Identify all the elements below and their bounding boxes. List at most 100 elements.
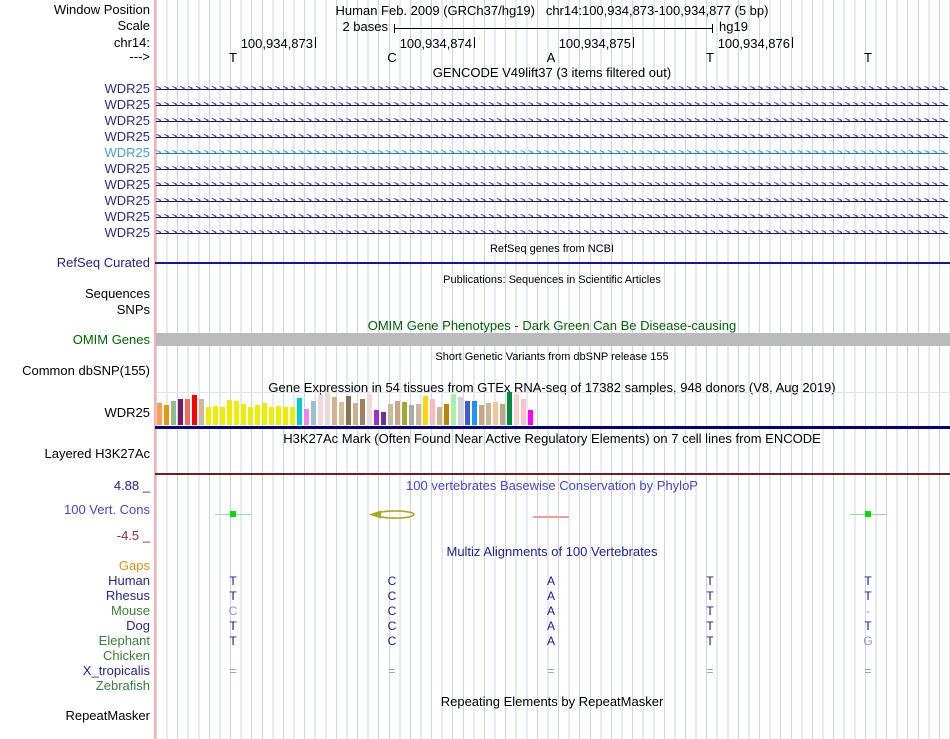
publications-sequences-label[interactable]: Sequences <box>84 286 150 301</box>
gtex-tissue-bar[interactable] <box>220 407 225 425</box>
refseq-supertrack-header[interactable]: RefSeq genes from NCBI <box>489 243 615 255</box>
transcript-arrow-line[interactable]: >>>>>>>>>>>>>>>>>>>>>>>>>>>>>>>>>>>>>>>>… <box>156 161 948 177</box>
omim-gene-item[interactable] <box>156 333 950 346</box>
gtex-tissue-bar[interactable] <box>409 405 414 425</box>
gene-label[interactable]: WDR25 <box>104 97 150 112</box>
gtex-tissue-bar[interactable] <box>353 403 358 425</box>
species-label[interactable]: Human <box>108 573 150 588</box>
gtex-tissue-bar[interactable] <box>297 398 302 425</box>
gtex-tissue-bar[interactable] <box>192 395 197 425</box>
multiz-track-header[interactable]: Multiz Alignments of 100 Vertebrates <box>446 544 658 559</box>
gtex-tissue-bar[interactable] <box>283 407 288 425</box>
gtex-expression-bars[interactable] <box>157 392 949 425</box>
species-label[interactable]: Rhesus <box>105 588 150 603</box>
transcript-arrow-line[interactable]: >>>>>>>>>>>>>>>>>>>>>>>>>>>>>>>>>>>>>>>>… <box>156 177 948 193</box>
species-label[interactable]: Zebrafish <box>95 678 150 693</box>
h3k27ac-label[interactable]: Layered H3K27Ac <box>44 446 150 461</box>
transcript-arrow-line[interactable]: >>>>>>>>>>>>>>>>>>>>>>>>>>>>>>>>>>>>>>>>… <box>156 81 948 97</box>
gtex-tissue-bar[interactable] <box>493 402 498 425</box>
gtex-tissue-bar[interactable] <box>185 399 190 425</box>
gtex-tissue-bar[interactable] <box>500 404 505 425</box>
gtex-tissue-bar[interactable] <box>360 399 365 425</box>
refseq-curated-item[interactable] <box>155 262 950 264</box>
gtex-tissue-bar[interactable] <box>430 399 435 425</box>
gtex-track-header[interactable]: Gene Expression in 54 tissues from GTEx … <box>268 380 836 395</box>
transcript-arrow-line[interactable]: >>>>>>>>>>>>>>>>>>>>>>>>>>>>>>>>>>>>>>>>… <box>156 113 948 129</box>
conservation-track-header[interactable]: 100 vertebrates Basewise Conservation by… <box>406 478 698 493</box>
gtex-tissue-bar[interactable] <box>465 401 470 425</box>
gtex-tissue-bar[interactable] <box>213 406 218 425</box>
gtex-tissue-bar[interactable] <box>444 404 449 425</box>
gtex-tissue-bar[interactable] <box>486 403 491 425</box>
gtex-tissue-bar[interactable] <box>423 396 428 425</box>
gtex-tissue-bar[interactable] <box>381 412 386 425</box>
gtex-tissue-bar[interactable] <box>206 407 211 425</box>
gtex-tissue-bar[interactable] <box>164 405 169 425</box>
gtex-tissue-bar[interactable] <box>227 400 232 425</box>
gene-label[interactable]: WDR25 <box>104 113 150 128</box>
gtex-tissue-bar[interactable] <box>157 403 162 425</box>
gene-label[interactable]: WDR25 <box>104 145 150 160</box>
gtex-tissue-bar[interactable] <box>241 404 246 425</box>
gtex-tissue-bar[interactable] <box>276 406 281 425</box>
omim-genes-label[interactable]: OMIM Genes <box>72 332 150 347</box>
gtex-tissue-bar[interactable] <box>388 404 393 425</box>
gene-label[interactable]: WDR25 <box>104 225 150 240</box>
gtex-tissue-bar[interactable] <box>199 399 204 425</box>
transcript-arrow-line[interactable]: >>>>>>>>>>>>>>>>>>>>>>>>>>>>>>>>>>>>>>>>… <box>156 145 948 161</box>
gtex-tissue-bar[interactable] <box>262 403 267 425</box>
gtex-tissue-bar[interactable] <box>325 393 330 425</box>
transcript-arrow-line[interactable]: >>>>>>>>>>>>>>>>>>>>>>>>>>>>>>>>>>>>>>>>… <box>156 97 948 113</box>
conservation-label[interactable]: 100 Vert. Cons <box>64 502 150 517</box>
gtex-tissue-bar[interactable] <box>374 410 379 425</box>
gtex-tissue-bar[interactable] <box>332 397 337 425</box>
gtex-tissue-bar[interactable] <box>437 407 442 425</box>
gene-label[interactable]: WDR25 <box>104 193 150 208</box>
publications-snps-label[interactable]: SNPs <box>116 302 150 317</box>
h3k27ac-track-header[interactable]: H3K27Ac Mark (Often Found Near Active Re… <box>283 431 821 446</box>
gtex-tissue-bar[interactable] <box>318 395 323 425</box>
gene-label[interactable]: WDR25 <box>104 129 150 144</box>
gtex-tissue-bar[interactable] <box>416 404 421 425</box>
repeatmasker-track-header[interactable]: Repeating Elements by RepeatMasker <box>440 694 664 709</box>
gtex-tissue-bar[interactable] <box>367 394 372 425</box>
gtex-tissue-bar[interactable] <box>171 401 176 425</box>
gene-label[interactable]: WDR25 <box>104 81 150 96</box>
transcript-arrow-line[interactable]: >>>>>>>>>>>>>>>>>>>>>>>>>>>>>>>>>>>>>>>>… <box>156 225 948 241</box>
repeatmasker-label[interactable]: RepeatMasker <box>65 708 150 723</box>
gtex-tissue-bar[interactable] <box>311 401 316 425</box>
gencode-track-header[interactable]: GENCODE V49lift37 (3 items filtered out) <box>432 65 672 80</box>
gtex-tissue-bar[interactable] <box>472 401 477 425</box>
gene-label[interactable]: WDR25 <box>104 209 150 224</box>
gtex-tissue-bar[interactable] <box>458 397 463 425</box>
gtex-tissue-bar[interactable] <box>514 394 519 425</box>
gtex-tissue-bar[interactable] <box>346 396 351 425</box>
gene-label[interactable]: WDR25 <box>104 161 150 176</box>
refseq-curated-label[interactable]: RefSeq Curated <box>56 255 150 270</box>
gtex-tissue-bar[interactable] <box>178 399 183 425</box>
transcript-arrow-line[interactable]: >>>>>>>>>>>>>>>>>>>>>>>>>>>>>>>>>>>>>>>>… <box>156 129 948 145</box>
gtex-tissue-bar[interactable] <box>234 401 239 425</box>
gtex-tissue-bar[interactable] <box>521 399 526 425</box>
gtex-tissue-bar[interactable] <box>528 410 533 425</box>
gtex-tissue-bar[interactable] <box>451 394 456 425</box>
gtex-tissue-bar[interactable] <box>255 405 260 425</box>
gtex-gene-label[interactable]: WDR25 <box>104 405 150 420</box>
gtex-tissue-bar[interactable] <box>290 407 295 425</box>
publications-track-header[interactable]: Publications: Sequences in Scientific Ar… <box>443 274 661 286</box>
gtex-tissue-bar[interactable] <box>479 405 484 425</box>
dbsnp-track-header[interactable]: Short Genetic Variants from dbSNP releas… <box>435 351 669 363</box>
multiz-gaps-label[interactable]: Gaps <box>118 558 150 573</box>
gtex-tissue-bar[interactable] <box>304 409 309 425</box>
species-label[interactable]: Elephant <box>98 633 150 648</box>
species-label[interactable]: Dog <box>126 618 150 633</box>
gtex-tissue-bar[interactable] <box>402 402 407 425</box>
gtex-tissue-bar[interactable] <box>269 407 274 425</box>
omim-track-header[interactable]: OMIM Gene Phenotypes - Dark Green Can Be… <box>367 318 737 333</box>
species-label[interactable]: Chicken <box>103 648 150 663</box>
species-label[interactable]: X_tropicalis <box>82 663 150 678</box>
gene-label[interactable]: WDR25 <box>104 177 150 192</box>
transcript-arrow-line[interactable]: >>>>>>>>>>>>>>>>>>>>>>>>>>>>>>>>>>>>>>>>… <box>156 193 948 209</box>
gtex-tissue-bar[interactable] <box>507 392 512 425</box>
strand-direction-label[interactable]: ---> <box>129 49 150 64</box>
